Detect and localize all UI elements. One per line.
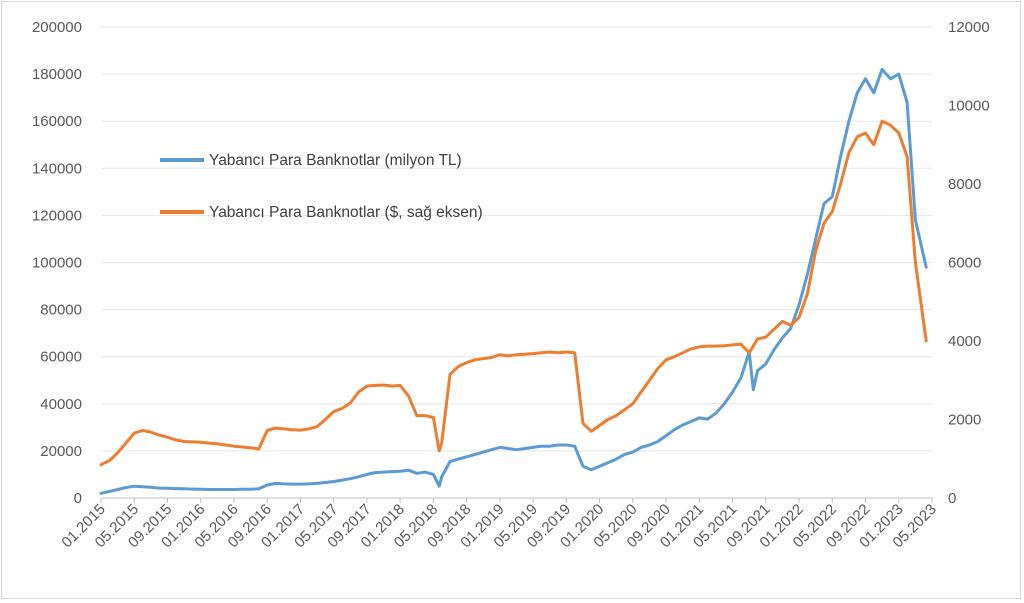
right-axis-tick-label: 6000 [948,255,981,272]
left-axis-tick-label: 0 [74,490,82,507]
left-axis-tick-label: 140000 [32,160,82,177]
legend-label-usd: Yabancı Para Banknotlar ($, sağ eksen) [209,204,483,221]
gridlines [101,26,932,499]
left-axis-ticks: 0 20000 40000 60000 80000 100000 120000 140000 1… [32,19,82,507]
right-axis-tick-label: 4000 [948,333,981,350]
legend-label-tl: Yabancı Para Banknotlar (milyon TL) [209,152,462,169]
left-axis-tick-label: 180000 [32,66,82,83]
left-axis-tick-label: 60000 [40,349,82,366]
series-line-usd [99,119,928,467]
left-axis-tick-label: 40000 [40,396,82,413]
left-axis-tick-label: 100000 [32,255,82,272]
left-axis-tick-label: 120000 [32,207,82,224]
left-axis-tick-label: 80000 [40,302,82,319]
right-axis-tick-label: 12000 [948,19,990,36]
legend: Yabancı Para Banknotlar (milyon TL) Yaba… [160,152,483,221]
series-line-tl [99,67,928,495]
right-axis-tick-label: 2000 [948,412,981,429]
right-axis-tick-label: 10000 [948,98,990,115]
x-axis-ticks: 01.201505.201509.201501.201605.201609.20… [58,498,940,551]
left-axis-tick-label: 200000 [32,19,82,36]
right-axis-ticks: 0 2000 4000 6000 8000 10000 12000 [948,19,990,507]
series-lines [99,67,928,495]
right-axis-tick-label: 0 [948,490,956,507]
left-axis-tick-label: 20000 [40,443,82,460]
left-axis-tick-label: 160000 [32,113,82,130]
right-axis-tick-label: 8000 [948,176,981,193]
